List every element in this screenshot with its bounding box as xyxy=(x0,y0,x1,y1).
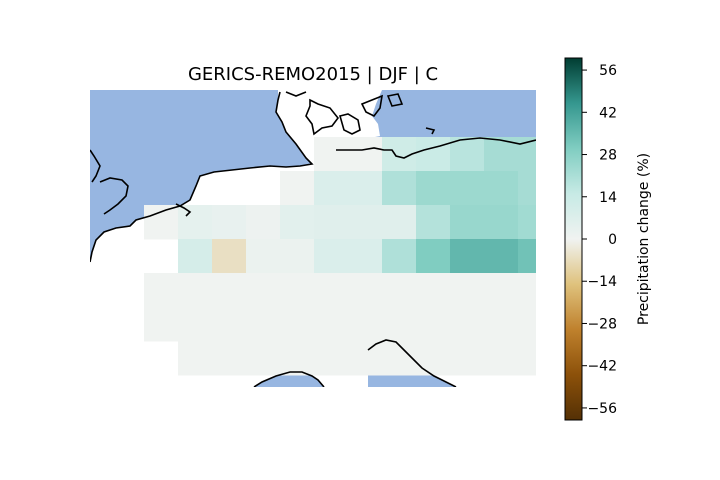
colorbar-tick-label: −42 xyxy=(587,359,617,375)
colorbar-tick-label: 0 xyxy=(608,232,617,248)
grid-cell xyxy=(246,273,281,308)
grid-cell xyxy=(450,205,485,240)
grid-cell xyxy=(144,205,179,240)
grid-cell xyxy=(314,273,349,308)
grid-cell xyxy=(348,239,383,274)
grid-cell xyxy=(416,307,451,342)
grid-cell xyxy=(280,239,315,274)
grid-cell xyxy=(314,137,349,172)
grid-cell xyxy=(246,341,281,376)
coastlines xyxy=(90,91,536,387)
grid-cell xyxy=(178,205,213,240)
grid-cell xyxy=(450,137,485,172)
grid-cell xyxy=(518,273,536,308)
grid-cell xyxy=(484,205,519,240)
grid-cell xyxy=(382,205,417,240)
grid-cell xyxy=(178,307,213,342)
grid-cell xyxy=(246,307,281,342)
grid-cell xyxy=(416,205,451,240)
colorbar: 56 42 28 14 0 −14 −28 −42 −56 Precipitation chan… xyxy=(564,57,652,421)
colorbar-label: Precipitation change (%) xyxy=(636,153,652,325)
grid-cell xyxy=(348,273,383,308)
grid-cell xyxy=(484,341,519,376)
grid-cell xyxy=(178,273,213,308)
grid-cell xyxy=(450,171,485,206)
grid-cell xyxy=(484,239,519,274)
grid-cell xyxy=(382,171,417,206)
grid-cell xyxy=(416,273,451,308)
grid-cell xyxy=(280,341,315,376)
grid-cell xyxy=(348,137,383,172)
grid-cell xyxy=(518,341,536,376)
grid-cell xyxy=(280,205,315,240)
grid-cell xyxy=(144,273,179,308)
grid-cell xyxy=(348,205,383,240)
grid-cell xyxy=(416,239,451,274)
grid-cell xyxy=(280,171,315,206)
grid-cell xyxy=(178,341,213,376)
grid-cell xyxy=(314,171,349,206)
grid-cell xyxy=(450,307,485,342)
grid-cell xyxy=(484,273,519,308)
grid-cell xyxy=(382,341,417,376)
grid-cell xyxy=(212,341,247,376)
colorbar-tick-label: −56 xyxy=(587,401,617,417)
grid-cell xyxy=(518,239,536,274)
grid-cell xyxy=(314,205,349,240)
colorbar-tick-label: 42 xyxy=(599,105,617,121)
grid-cell xyxy=(314,239,349,274)
grid-cell xyxy=(416,137,451,172)
grid-cell xyxy=(212,205,247,240)
grid-cell xyxy=(212,273,247,308)
colorbar-tick-label: −28 xyxy=(587,316,617,332)
grid-cell xyxy=(450,341,485,376)
grid-cell xyxy=(416,341,451,376)
ligurian-sea-ocean xyxy=(254,372,324,387)
colorbar-tick-label: 14 xyxy=(599,190,617,206)
grid-cell xyxy=(382,239,417,274)
grid-cell xyxy=(416,171,451,206)
grid-cell xyxy=(382,273,417,308)
precipitation-grid xyxy=(144,137,536,376)
grid-cell xyxy=(518,171,536,206)
grid-cell xyxy=(348,307,383,342)
grid-cell xyxy=(382,307,417,342)
colorbar-tick-label: −14 xyxy=(587,274,617,290)
grid-cell xyxy=(212,239,247,274)
grid-cell xyxy=(348,341,383,376)
grid-cell xyxy=(246,239,281,274)
map-title: GERICS-REMO2015 | DJF | C xyxy=(188,64,438,85)
grid-cell xyxy=(314,341,349,376)
colorbar-ticks: 56 42 28 14 0 −14 −28 −42 −56 xyxy=(582,63,617,417)
grid-cell xyxy=(178,239,213,274)
colorbar-tick-label: 56 xyxy=(599,63,617,79)
grid-cell xyxy=(314,307,349,342)
grid-cell xyxy=(348,171,383,206)
grid-cell xyxy=(518,307,536,342)
grid-cell xyxy=(518,137,536,172)
colorbar-tick-label: 28 xyxy=(599,148,617,164)
grid-cell xyxy=(144,307,179,342)
grid-cell xyxy=(246,205,281,240)
grid-cell xyxy=(212,307,247,342)
grid-cell xyxy=(280,273,315,308)
grid-cell xyxy=(518,205,536,240)
grid-cell xyxy=(484,171,519,206)
map-area xyxy=(90,90,536,387)
grid-cell xyxy=(450,239,485,274)
grid-cell xyxy=(450,273,485,308)
grid-cell xyxy=(484,307,519,342)
north-sea-ocean xyxy=(90,90,312,262)
grid-cell xyxy=(280,307,315,342)
colorbar-gradient xyxy=(564,57,583,421)
